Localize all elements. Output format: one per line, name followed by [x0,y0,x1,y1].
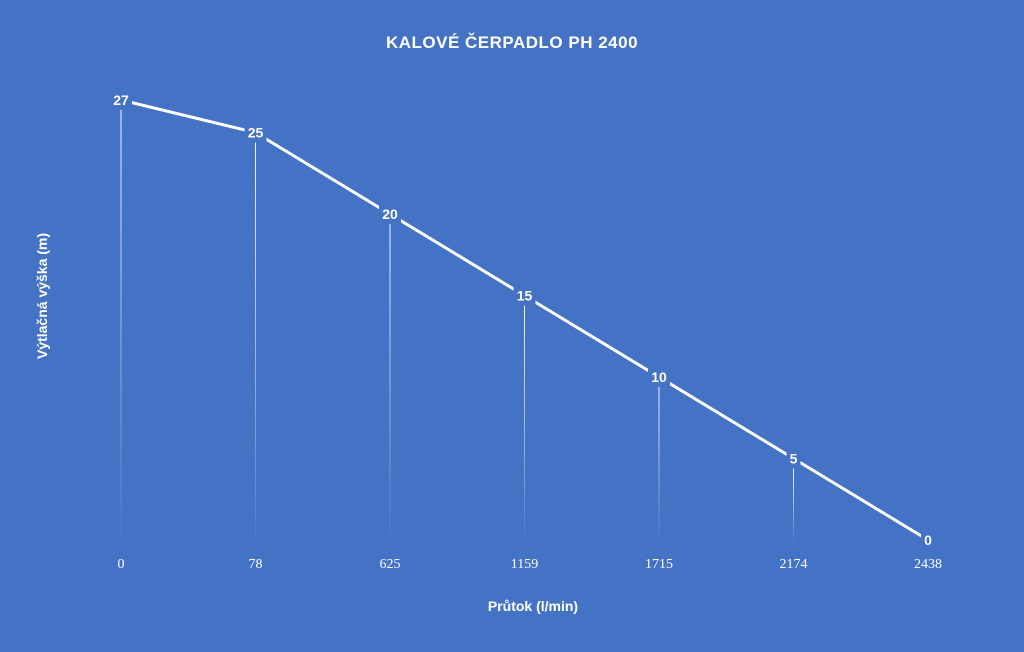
x-tick-labels-group: 0 78 625 1159 1715 2174 2438 [118,557,943,572]
data-label-text: 0 [924,532,932,548]
data-label-text: 25 [248,125,264,141]
x-tick-label: 2174 [780,557,808,572]
data-label: 25 [244,122,267,142]
chart-title: KALOVÉ ČERPADLO PH 2400 [386,33,638,52]
data-label-text: 10 [651,369,667,385]
data-label-background [244,122,267,142]
data-label-text: 5 [790,451,798,467]
data-label-background [648,367,670,387]
data-label-text: 27 [113,92,129,108]
x-tick-label: 78 [249,557,263,572]
data-label-background [513,285,536,305]
data-label-text: 15 [517,288,533,304]
data-label: 5 [786,448,801,468]
data-label: 10 [648,367,670,387]
data-label: 15 [513,285,536,305]
y-axis-label: Výtlačná výška (m) [34,233,50,359]
data-label: 0 [921,530,935,549]
data-label-background [110,90,132,109]
data-label: 27 [110,90,132,109]
data-label-text: 20 [382,206,398,222]
x-tick-label: 0 [118,557,125,572]
data-labels-group: 27 25 20 15 10 5 0 [110,90,935,549]
data-label-background [921,530,935,549]
drop-lines-group [120,109,795,541]
x-tick-label: 2438 [914,557,942,572]
x-tick-label: 625 [380,557,401,572]
data-label-background [786,448,801,468]
x-tick-label: 1159 [511,557,538,572]
data-label: 20 [379,204,401,224]
x-axis-label: Průtok (l/min) [488,598,578,614]
x-tick-label: 1715 [645,557,673,572]
data-label-background [379,204,401,224]
